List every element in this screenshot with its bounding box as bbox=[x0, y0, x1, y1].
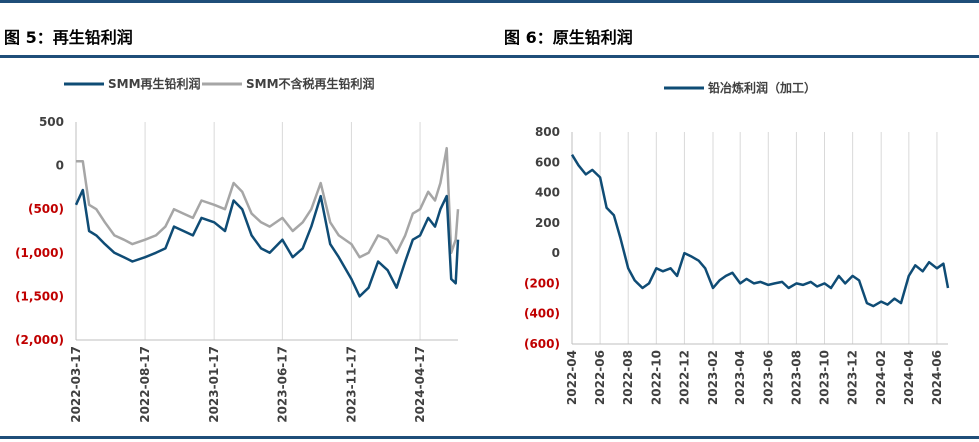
x-tick-label: 2022-08 bbox=[621, 350, 635, 405]
x-tick-label: 2023-10 bbox=[818, 350, 832, 405]
x-tick-label: 2023-06-17 bbox=[275, 346, 289, 423]
bottom-rule bbox=[0, 436, 979, 439]
legend-label: SMM不含税再生铅利润 bbox=[246, 76, 375, 91]
title-rule bbox=[0, 55, 979, 58]
x-tick-label: 2022-03-17 bbox=[69, 346, 83, 423]
right-chart: 800 600 400 200 0 (200) (400) (600) 2022-04 2022-… bbox=[524, 80, 950, 405]
x-tick-label: 2023-11-17 bbox=[344, 346, 358, 423]
x-tick-label: 2022-04 bbox=[565, 350, 579, 405]
y-tick-label: (1,500) bbox=[15, 289, 64, 303]
x-tick-label: 2024-02 bbox=[874, 350, 888, 405]
x-tick-label: 2022-08-17 bbox=[138, 346, 152, 423]
y-tick-label: (500) bbox=[28, 202, 64, 216]
legend-label: 铅冶炼利润（加工） bbox=[707, 80, 816, 95]
y-tick-label: (200) bbox=[524, 276, 560, 290]
series-line-1 bbox=[76, 146, 460, 259]
y-tick-label: 200 bbox=[535, 216, 560, 230]
y-tick-label: (600) bbox=[524, 337, 560, 351]
x-tick-label: 2023-04 bbox=[733, 350, 747, 405]
left-chart: 500 0 (500) (1,000) (1,500) (2,000) 2022-03-17… bbox=[15, 76, 460, 423]
x-tick-label: 2023-06 bbox=[761, 350, 775, 405]
y-tick-label: 800 bbox=[535, 125, 560, 139]
series-line-0 bbox=[570, 154, 950, 308]
y-tick-label: (2,000) bbox=[15, 333, 64, 347]
y-tick-label: (1,000) bbox=[15, 246, 64, 260]
x-tick-label: 2022-10 bbox=[649, 350, 663, 405]
x-tick-label: 2024-06 bbox=[930, 350, 944, 405]
x-tick-label: 2023-02 bbox=[706, 350, 720, 405]
top-rule bbox=[0, 0, 979, 3]
y-tick-label: 600 bbox=[535, 155, 560, 169]
x-tick-label: 2022-06 bbox=[593, 350, 607, 405]
y-tick-label: 0 bbox=[552, 246, 560, 260]
legend-label: SMM再生铅利润 bbox=[108, 76, 201, 91]
x-tick-label: 2022-12 bbox=[677, 350, 691, 405]
x-tick-label: 2023-08 bbox=[789, 350, 803, 405]
x-tick-label: 2024-04-17 bbox=[413, 346, 427, 423]
y-tick-label: (400) bbox=[524, 307, 560, 321]
right-panel-title: 图 6：原生铅利润 bbox=[504, 28, 633, 47]
x-tick-label: 2023-01-17 bbox=[207, 346, 221, 423]
x-tick-label: 2024-04 bbox=[902, 350, 916, 405]
y-tick-label: 500 bbox=[39, 115, 64, 129]
y-tick-label: 400 bbox=[535, 186, 560, 200]
x-tick-label: 2023-12 bbox=[846, 350, 860, 405]
series-line-0 bbox=[74, 188, 460, 298]
y-tick-label: 0 bbox=[56, 159, 64, 173]
left-panel-title: 图 5：再生铅利润 bbox=[4, 28, 133, 47]
